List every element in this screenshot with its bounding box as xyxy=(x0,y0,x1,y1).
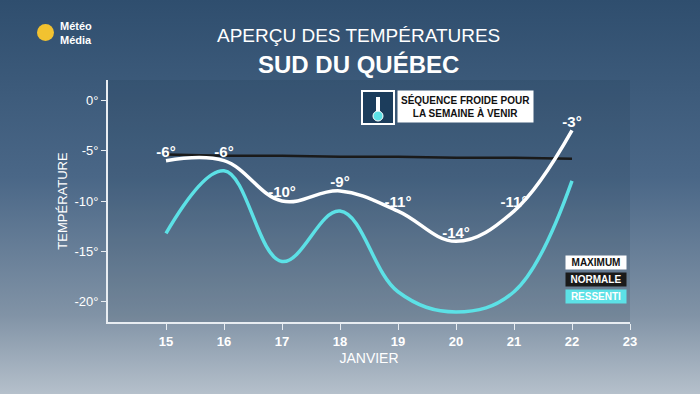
svg-text:APERÇU DES TEMPÉRATURES: APERÇU DES TEMPÉRATURES xyxy=(217,25,500,46)
svg-text:-14°: -14° xyxy=(442,224,470,241)
svg-text:21: 21 xyxy=(507,334,521,349)
svg-text:MAXIMUM: MAXIMUM xyxy=(572,257,621,268)
svg-text:0°: 0° xyxy=(86,93,98,108)
svg-text:TEMPÉRATURE: TEMPÉRATURE xyxy=(55,152,70,250)
svg-text:-6°: -6° xyxy=(214,143,233,160)
svg-text:18: 18 xyxy=(333,334,347,349)
svg-text:MétéoMédia: MétéoMédia xyxy=(60,20,92,46)
svg-text:16: 16 xyxy=(217,334,231,349)
svg-text:-9°: -9° xyxy=(330,173,349,190)
svg-text:-3°: -3° xyxy=(562,113,581,130)
svg-text:SÉQUENCE FROIDE POURLA SEMAINE: SÉQUENCE FROIDE POURLA SEMAINE À VENIR xyxy=(401,94,530,119)
svg-text:-10°: -10° xyxy=(268,183,296,200)
svg-text:-11°: -11° xyxy=(501,193,528,210)
svg-text:19: 19 xyxy=(391,334,405,349)
svg-text:NORMALE: NORMALE xyxy=(571,274,622,285)
svg-text:15: 15 xyxy=(159,334,173,349)
svg-text:-15°: -15° xyxy=(74,244,98,259)
svg-text:-6°: -6° xyxy=(156,143,175,160)
svg-text:-20°: -20° xyxy=(74,294,98,309)
svg-text:22: 22 xyxy=(565,334,579,349)
svg-text:JANVIER: JANVIER xyxy=(339,350,398,366)
svg-text:20: 20 xyxy=(449,334,463,349)
svg-text:23: 23 xyxy=(623,334,637,349)
svg-text:17: 17 xyxy=(275,334,289,349)
svg-text:RESSENTI: RESSENTI xyxy=(571,291,621,302)
svg-text:SUD DU QUÉBEC: SUD DU QUÉBEC xyxy=(258,51,459,78)
svg-text:-11°: -11° xyxy=(385,193,412,210)
svg-text:-5°: -5° xyxy=(82,143,99,158)
svg-text:-10°: -10° xyxy=(74,194,98,209)
